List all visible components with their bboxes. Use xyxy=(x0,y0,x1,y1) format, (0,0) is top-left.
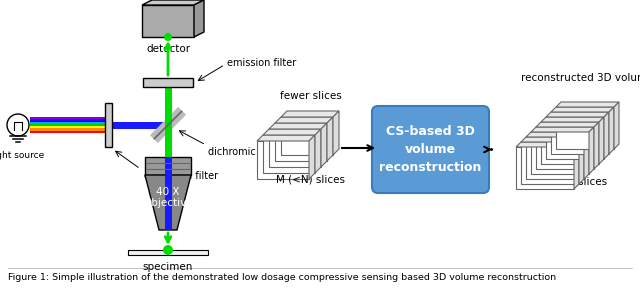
Bar xyxy=(30,117,105,119)
Text: specimen: specimen xyxy=(143,262,193,272)
Polygon shape xyxy=(516,142,579,147)
Bar xyxy=(30,128,105,131)
Bar xyxy=(30,122,105,124)
Bar xyxy=(257,141,309,179)
Text: dichromic mirror: dichromic mirror xyxy=(208,147,289,157)
Polygon shape xyxy=(521,137,584,142)
Polygon shape xyxy=(333,111,339,155)
Polygon shape xyxy=(327,117,333,161)
Bar xyxy=(546,117,604,159)
Polygon shape xyxy=(614,102,619,149)
Polygon shape xyxy=(257,135,315,141)
Text: 40 X
Objective: 40 X Objective xyxy=(143,187,193,208)
Polygon shape xyxy=(556,102,619,107)
Text: light source: light source xyxy=(0,151,45,160)
Text: N slices: N slices xyxy=(567,177,607,187)
Bar xyxy=(164,125,172,175)
Bar xyxy=(145,157,191,175)
Polygon shape xyxy=(589,127,594,174)
Bar xyxy=(164,125,172,173)
Polygon shape xyxy=(275,117,333,123)
Circle shape xyxy=(7,114,29,136)
Polygon shape xyxy=(531,127,594,132)
Bar xyxy=(164,125,172,157)
Bar xyxy=(516,147,574,189)
Bar xyxy=(105,103,112,147)
Text: detector: detector xyxy=(146,44,190,54)
Text: fewer slices: fewer slices xyxy=(280,91,342,101)
Bar xyxy=(526,137,584,179)
Polygon shape xyxy=(145,175,191,230)
Polygon shape xyxy=(315,129,321,173)
Polygon shape xyxy=(599,117,604,164)
Circle shape xyxy=(163,245,173,255)
Text: Figure 1: Simple illustration of the demonstrated low dosage compressive sensing: Figure 1: Simple illustration of the dem… xyxy=(8,273,556,282)
Bar xyxy=(112,122,165,129)
FancyBboxPatch shape xyxy=(372,106,489,193)
Polygon shape xyxy=(536,122,599,127)
Polygon shape xyxy=(541,117,604,122)
Bar xyxy=(536,127,594,169)
Bar xyxy=(281,117,333,155)
Text: M (<N) slices: M (<N) slices xyxy=(276,175,346,185)
Bar xyxy=(556,107,614,149)
Bar xyxy=(521,142,579,184)
Bar xyxy=(30,119,105,122)
Polygon shape xyxy=(604,112,609,159)
Polygon shape xyxy=(263,129,321,135)
Polygon shape xyxy=(526,132,589,137)
Polygon shape xyxy=(281,111,339,117)
Text: CS-based 3D
volume
reconstruction: CS-based 3D volume reconstruction xyxy=(380,125,482,174)
Bar xyxy=(269,129,321,167)
Bar xyxy=(551,112,609,154)
Bar xyxy=(541,122,599,164)
Bar xyxy=(164,125,172,230)
Polygon shape xyxy=(309,135,315,179)
Bar xyxy=(30,131,105,133)
Polygon shape xyxy=(551,107,614,112)
Polygon shape xyxy=(142,0,204,5)
Bar xyxy=(30,126,105,128)
Circle shape xyxy=(164,33,172,41)
Polygon shape xyxy=(574,142,579,189)
Polygon shape xyxy=(269,123,327,129)
Bar xyxy=(164,87,172,125)
Bar xyxy=(143,78,193,87)
Polygon shape xyxy=(194,0,204,37)
Text: excitation filter: excitation filter xyxy=(143,171,218,181)
Bar xyxy=(142,5,194,37)
Polygon shape xyxy=(579,137,584,184)
Polygon shape xyxy=(609,107,614,154)
Polygon shape xyxy=(594,122,599,169)
Text: emission filter: emission filter xyxy=(227,57,296,67)
Bar xyxy=(263,135,315,173)
Polygon shape xyxy=(584,132,589,179)
Bar xyxy=(128,250,208,255)
Bar xyxy=(275,123,327,161)
Polygon shape xyxy=(321,123,327,167)
Bar xyxy=(30,124,105,126)
Polygon shape xyxy=(546,112,609,117)
Text: reconstructed 3D volume: reconstructed 3D volume xyxy=(521,73,640,83)
Bar xyxy=(531,132,589,174)
